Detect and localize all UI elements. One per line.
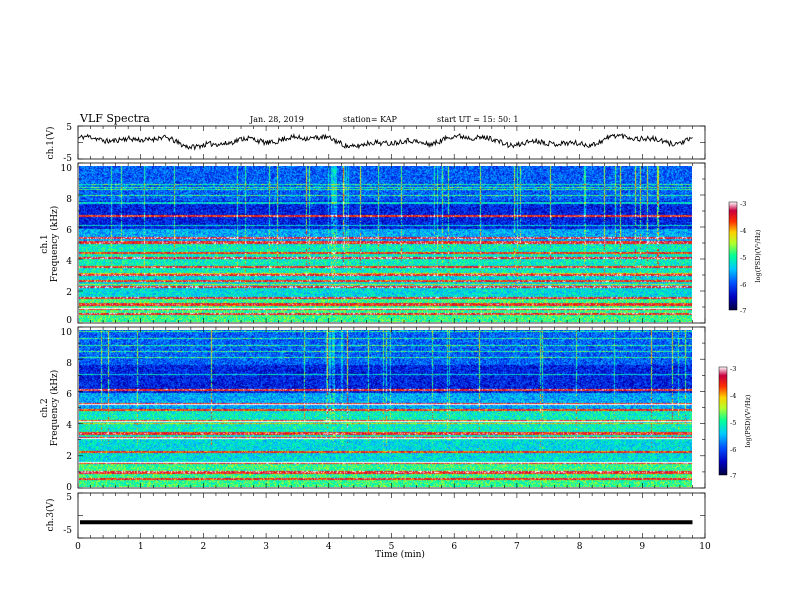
ch1-ylabel: ch.1(V) bbox=[45, 127, 56, 160]
colorbar-ch1-tick-m5: -5 bbox=[740, 254, 746, 262]
x-tick-label: 4 bbox=[326, 542, 332, 552]
x-tick-labels: 0 1 2 3 4 5 6 7 8 9 10 bbox=[75, 542, 711, 552]
colorbar-ch1-scale bbox=[728, 201, 738, 311]
x-tick-label: 7 bbox=[514, 542, 520, 552]
axis-ticks bbox=[77, 125, 706, 539]
ch1-waveform-panel: 5 -5 ch.1(V) bbox=[45, 123, 706, 164]
x-tick-label: 3 bbox=[263, 542, 269, 552]
colorbar-ch1-tick-m6: -6 bbox=[740, 281, 746, 289]
spec2-ytick-6: 6 bbox=[66, 390, 72, 400]
ch3-ytick-top: 5 bbox=[66, 493, 72, 503]
colorbar-ch2-tick-m6: -6 bbox=[730, 446, 736, 454]
colorbar-ch2-tick-m4: -4 bbox=[730, 392, 736, 400]
spec2-ylabel-frequency: Frequency (kHz) bbox=[49, 370, 60, 447]
x-tick-label: 9 bbox=[639, 542, 645, 552]
ch1-spectrogram-panel: 0 2 4 6 8 10 ch.1 Frequency (kHz) bbox=[40, 162, 706, 326]
ch3-ytick-bottom: -5 bbox=[63, 526, 72, 536]
spec2-ylabel-channel: ch.2 bbox=[40, 398, 50, 417]
header-date: Jan. 28, 2019 bbox=[249, 115, 304, 124]
spec2-ytick-2: 2 bbox=[66, 452, 72, 462]
colorbar-ch1-tick-m3: -3 bbox=[740, 200, 746, 208]
colorbar-ch1-tick-m7: -7 bbox=[740, 307, 746, 315]
spec1-ytick-0: 0 bbox=[66, 316, 72, 326]
ch1-ytick-top: 5 bbox=[66, 123, 72, 133]
colorbar-ch1-tick-m4: -4 bbox=[740, 227, 746, 235]
ch3-plot-frame bbox=[77, 492, 706, 539]
colorbar-ch2-tick-m5: -5 bbox=[730, 419, 736, 427]
spec2-ytick-10: 10 bbox=[61, 328, 73, 338]
spec1-ytick-4: 4 bbox=[66, 257, 72, 267]
x-tick-label: 2 bbox=[201, 542, 207, 552]
spec1-ylabel-channel: ch.1 bbox=[40, 234, 50, 253]
x-tick-label: 8 bbox=[577, 542, 583, 552]
header-start-time: start UT = 15: 50: 1 bbox=[437, 115, 518, 124]
colorbar-ch2-scale bbox=[718, 366, 728, 476]
ch3-panel: 5 -5 ch.3(V) bbox=[45, 492, 706, 539]
colorbar-ch2-tick-m3: -3 bbox=[730, 365, 736, 373]
colorbar-ch2-label: log(PSD)(V²/Hz) bbox=[744, 394, 752, 447]
ch1-spectrogram-image bbox=[79, 166, 692, 322]
spec2-ytick-0: 0 bbox=[66, 483, 72, 493]
spec1-ytick-10: 10 bbox=[61, 164, 73, 174]
x-tick-label: 10 bbox=[699, 542, 711, 552]
colorbar-ch2-tick-m7: -7 bbox=[730, 472, 736, 480]
ch1-waveform-line bbox=[77, 133, 693, 151]
figure-title: VLF Spectra bbox=[79, 112, 150, 125]
spec2-ytick-8: 8 bbox=[66, 359, 72, 369]
x-axis-label: Time (min) bbox=[375, 549, 425, 560]
header-station: station= KAP bbox=[343, 115, 398, 124]
x-tick-label: 5 bbox=[389, 542, 395, 552]
spec1-ytick-8: 8 bbox=[66, 195, 72, 205]
ch3-ylabel: ch.3(V) bbox=[45, 499, 56, 532]
spec2-ytick-4: 4 bbox=[66, 421, 72, 431]
x-tick-label: 6 bbox=[451, 542, 457, 552]
x-tick-label: 0 bbox=[75, 542, 81, 552]
colorbar-ch1: -3 -4 -5 -6 -7 log(PSD)(V²/Hz) bbox=[728, 200, 762, 315]
ch2-spectrogram-panel: 0 2 4 6 8 10 ch.2 Frequency (kHz) bbox=[40, 326, 706, 493]
ch2-spectrogram-image bbox=[79, 330, 692, 487]
colorbar-ch1-label: log(PSD)(V²/Hz) bbox=[754, 229, 762, 282]
spec1-ytick-6: 6 bbox=[66, 226, 72, 236]
spec1-ytick-2: 2 bbox=[66, 288, 72, 298]
ch1-ytick-bottom: -5 bbox=[63, 154, 72, 164]
x-tick-label: 1 bbox=[138, 542, 144, 552]
spec1-ylabel-frequency: Frequency (kHz) bbox=[49, 206, 60, 283]
colorbar-ch2: -3 -4 -5 -6 -7 log(PSD)(V²/Hz) bbox=[718, 365, 752, 480]
